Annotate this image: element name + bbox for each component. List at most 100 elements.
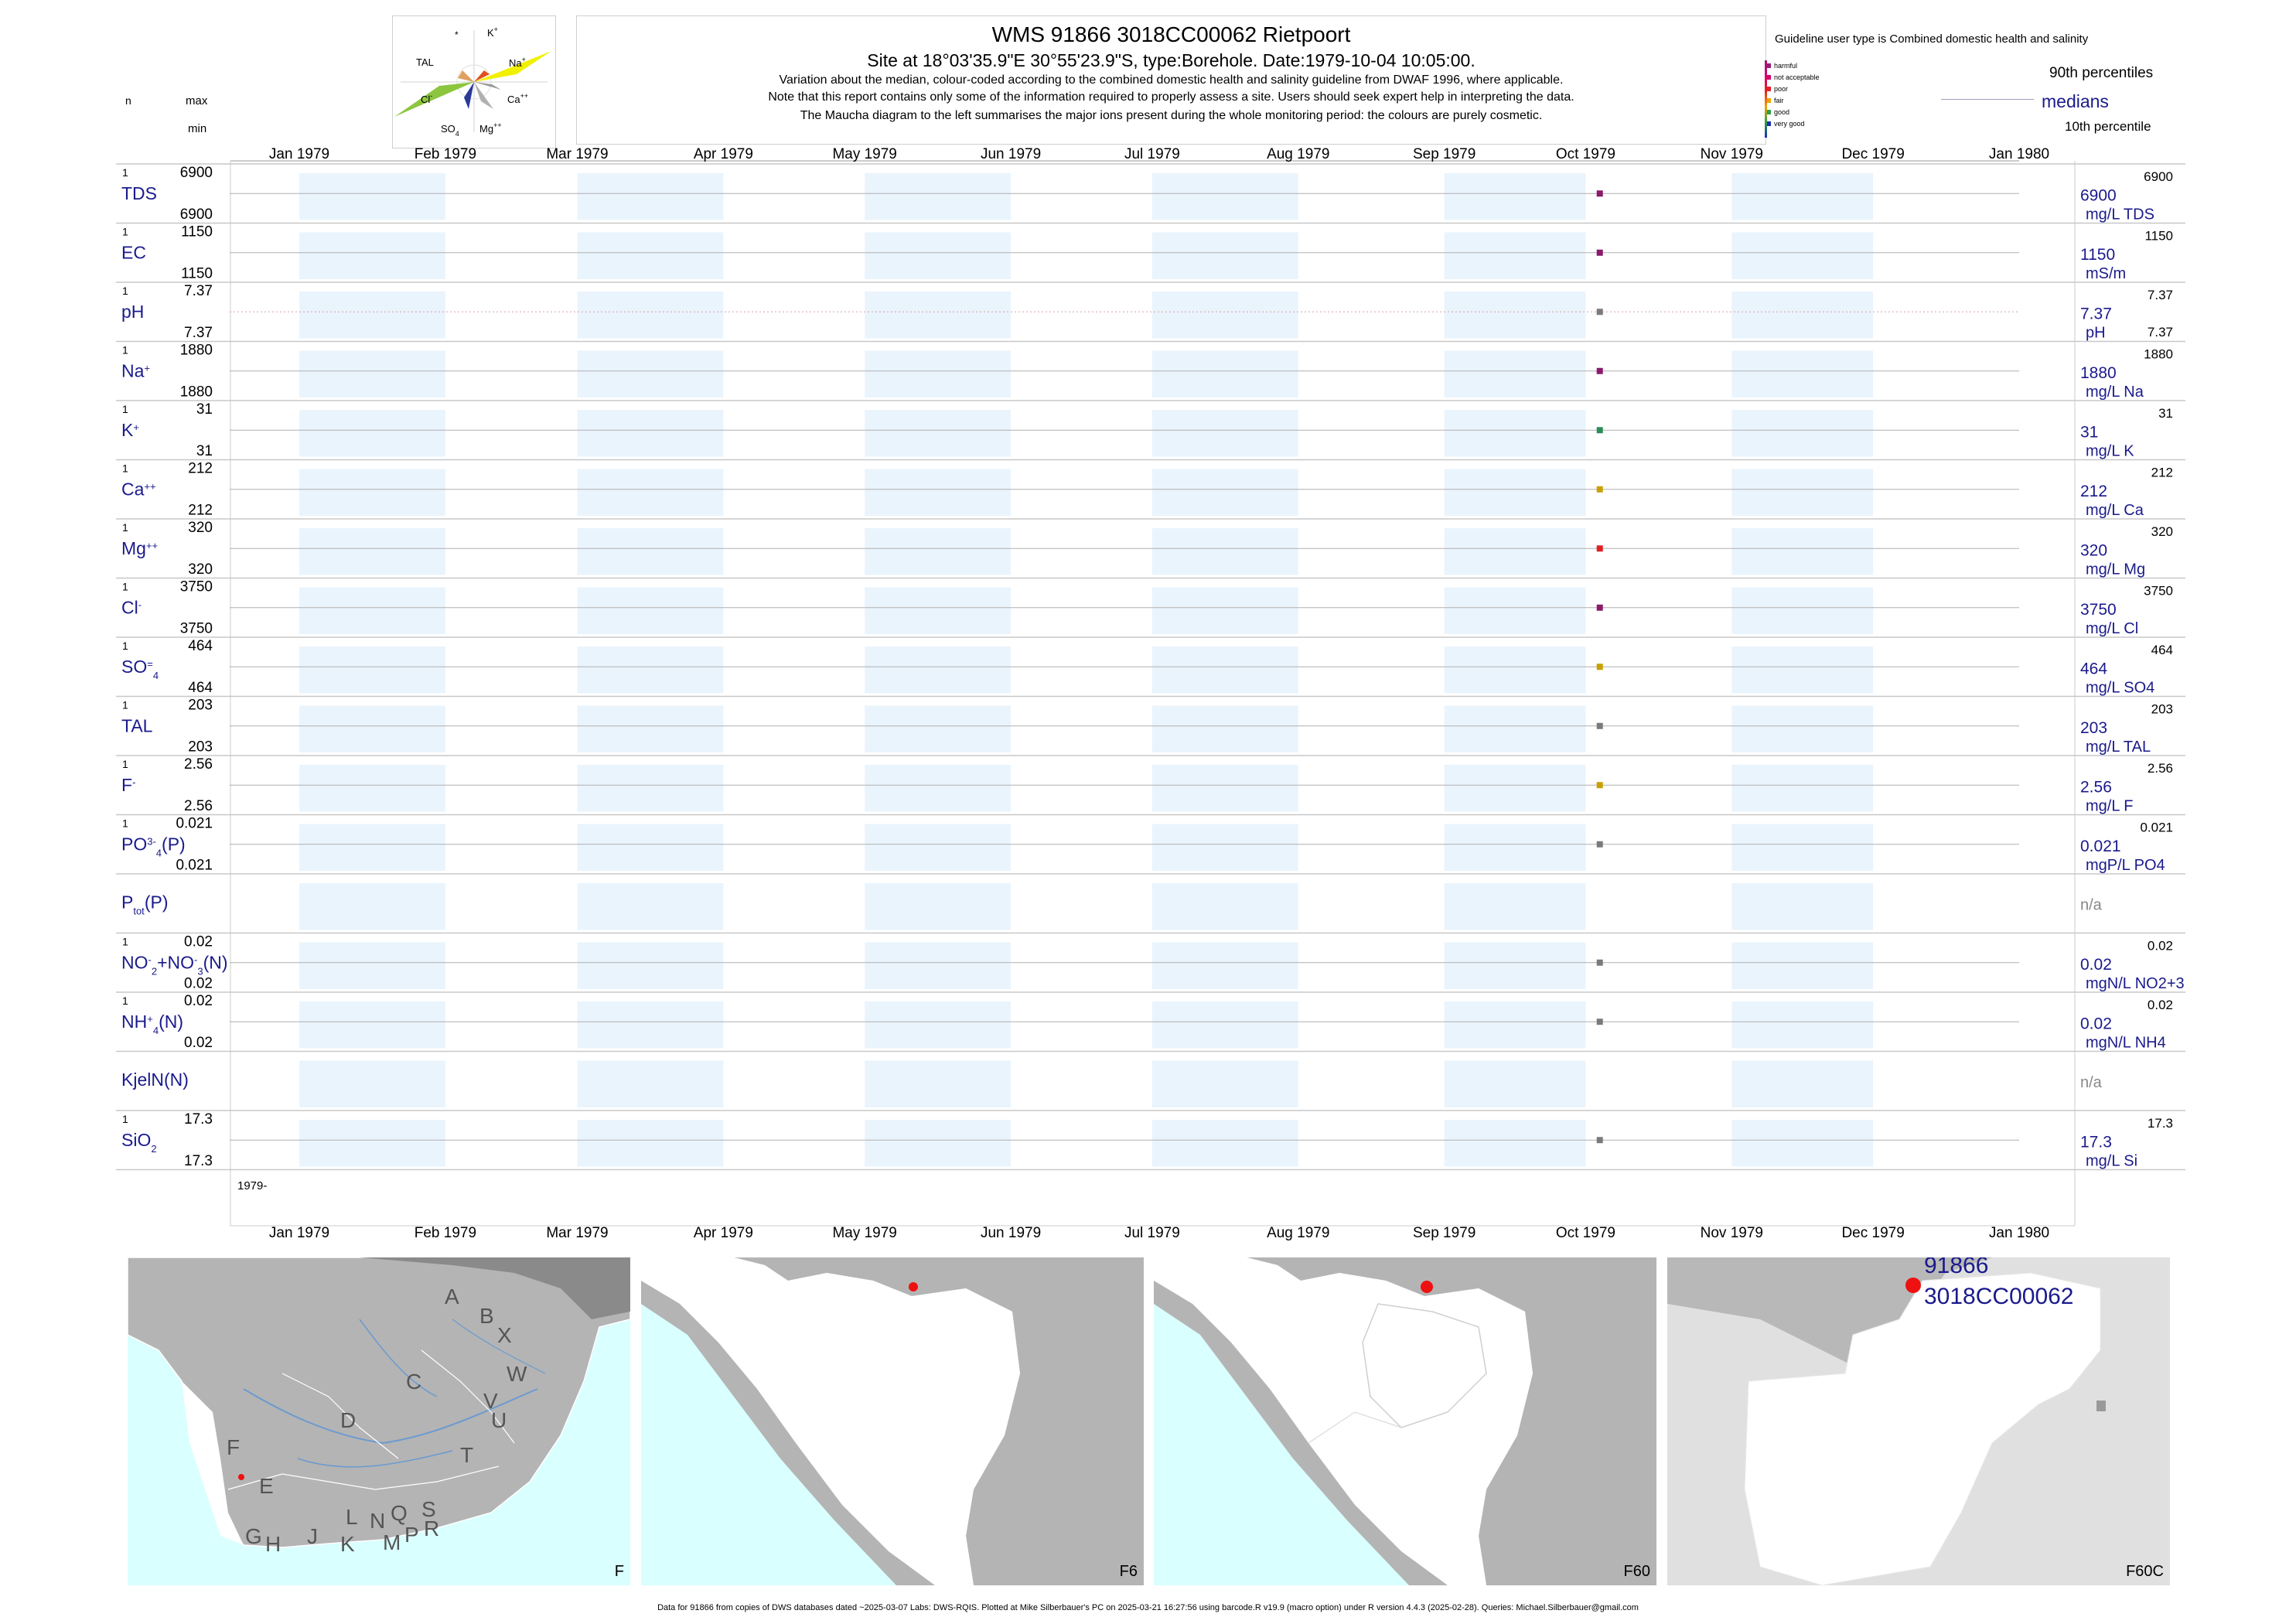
sample-mark-SiO2 — [1596, 1137, 1603, 1144]
site-marker-f60 — [1421, 1281, 1433, 1293]
region-label-X: X — [497, 1323, 512, 1347]
right-p10-pH: 7.37 — [2148, 325, 2173, 339]
right-median-SO4: 464 — [2080, 660, 2107, 677]
month-bands — [299, 173, 1874, 1167]
top-month-label: Jul 1979 — [1124, 146, 1180, 162]
top-month-label: Jan 1980 — [1989, 146, 2049, 162]
maucha-svg: * K+ TAL Na+ Cl- Ca++ SO4 Mg++ — [394, 26, 551, 138]
month-band — [577, 292, 724, 339]
max-value-NO3: 0.02 — [184, 934, 213, 950]
map-f60-label: F60 — [1623, 1563, 1650, 1580]
month-band — [299, 765, 445, 812]
right-p90-K: 31 — [2158, 406, 2173, 421]
month-band — [865, 883, 1012, 930]
min-value-SO4: 464 — [188, 680, 213, 696]
top-month-label: Jun 1979 — [981, 146, 1041, 162]
min-value-TDS: 6900 — [180, 206, 213, 223]
variable-rows: TDS 1 6900 6900 6900 mg/L TDS 6900 EC 1 1150 1150 1… — [121, 165, 2185, 1169]
month-band — [299, 705, 445, 752]
map-f-label: F — [614, 1563, 624, 1580]
month-band — [1731, 292, 1874, 339]
variable-label-TDS: TDS — [121, 183, 157, 203]
right-median-Mg: 320 — [2080, 541, 2107, 559]
right-median-Na: 1880 — [2080, 364, 2117, 382]
maucha-so4-label: SO4 — [441, 123, 459, 138]
month-band — [865, 765, 1012, 812]
min-value-K: 31 — [196, 443, 213, 459]
year-label: 1979- — [237, 1179, 267, 1192]
legend-swatch-5 — [1765, 121, 1771, 126]
legend-colour-bar — [1765, 60, 1767, 138]
right-na-Ptot: n/a — [2080, 896, 2103, 913]
bottom-month-label: Jul 1979 — [1124, 1225, 1180, 1241]
month-band — [1444, 1001, 1586, 1049]
maucha-tal-label: TAL — [416, 56, 434, 68]
max-value-Mg: 320 — [188, 520, 213, 536]
bottom-month-label: Nov 1979 — [1701, 1225, 1763, 1241]
max-value-SiO2: 17.3 — [184, 1111, 213, 1128]
month-band — [1151, 824, 1298, 871]
region-label-D: D — [340, 1408, 356, 1432]
sample-mark-TAL — [1596, 722, 1603, 729]
maucha-so4-wedge — [464, 82, 474, 109]
month-band — [299, 1120, 445, 1167]
month-band — [865, 1001, 1012, 1049]
map-tertiary-catchment: F60 — [1154, 1257, 1656, 1585]
month-band — [1731, 1060, 1874, 1107]
top-month-label: Sep 1979 — [1413, 146, 1476, 162]
page-title: WMS 91866 3018CC00062 Rietpoort — [991, 22, 1351, 46]
right-p90-SO4: 464 — [2151, 643, 2173, 657]
maucha-ca-wedge — [474, 82, 501, 90]
month-band — [1151, 350, 1298, 397]
right-median-EC: 1150 — [2080, 246, 2115, 264]
right-p90-TAL: 203 — [2151, 702, 2173, 717]
month-band — [299, 1060, 445, 1107]
row-Mg: Mg++ 1 320 320 320 mg/L Mg 320 — [121, 520, 2173, 578]
month-band — [577, 824, 724, 871]
right-median-pH: 7.37 — [2080, 305, 2112, 322]
month-band — [1731, 232, 1874, 279]
maucha-cl-wedge — [394, 82, 474, 117]
variable-label-Mg: Mg++ — [121, 538, 158, 558]
month-band — [865, 173, 1012, 220]
region-label-J: J — [307, 1524, 318, 1548]
row-KjelN: KjelN(N) n/a — [121, 1070, 2103, 1091]
n-value-SiO2: 1 — [122, 1113, 128, 1125]
variable-label-NH4: NH+4(N) — [121, 1012, 183, 1036]
month-band — [299, 469, 445, 516]
month-band — [1731, 1120, 1874, 1167]
sample-mark-NO3 — [1596, 959, 1603, 966]
month-band — [1151, 410, 1298, 457]
variable-label-K: K+ — [121, 420, 139, 440]
variable-label-PO4: PO3-4(P) — [121, 834, 186, 859]
variable-label-TAL: TAL — [121, 716, 153, 736]
sample-marks — [1596, 190, 1603, 1144]
right-unit-EC: mS/m — [2086, 265, 2126, 282]
variable-label-EC: EC — [121, 243, 146, 263]
max-value-F: 2.56 — [184, 756, 213, 773]
month-band — [299, 587, 445, 634]
month-band — [1151, 1060, 1298, 1107]
sample-mark-SO4 — [1596, 664, 1603, 670]
top-month-label: Feb 1979 — [415, 146, 476, 162]
top-month-label: Apr 1979 — [694, 146, 753, 162]
month-band — [577, 350, 724, 397]
month-band — [577, 232, 724, 279]
bottom-month-label: Oct 1979 — [1556, 1225, 1615, 1241]
note-variation: Variation about the median, colour-coded… — [779, 73, 1564, 87]
bottom-month-axis: Jan 1979 Feb 1979 Mar 1979 Apr 1979 May 1979… — [237, 1179, 2049, 1241]
region-label-E: E — [259, 1474, 274, 1498]
region-label-K: K — [340, 1532, 355, 1556]
maucha-tal-wedge — [458, 70, 474, 82]
right-median-Cl: 3750 — [2080, 601, 2117, 619]
region-label-L: L — [346, 1505, 358, 1529]
top-month-label: May 1979 — [832, 146, 896, 162]
month-band — [577, 528, 724, 575]
sample-mark-pH — [1596, 309, 1603, 316]
variable-label-Na: Na+ — [121, 361, 150, 381]
region-label-M: M — [383, 1530, 401, 1554]
month-band — [1444, 1060, 1586, 1107]
region-label-B: B — [479, 1304, 494, 1328]
